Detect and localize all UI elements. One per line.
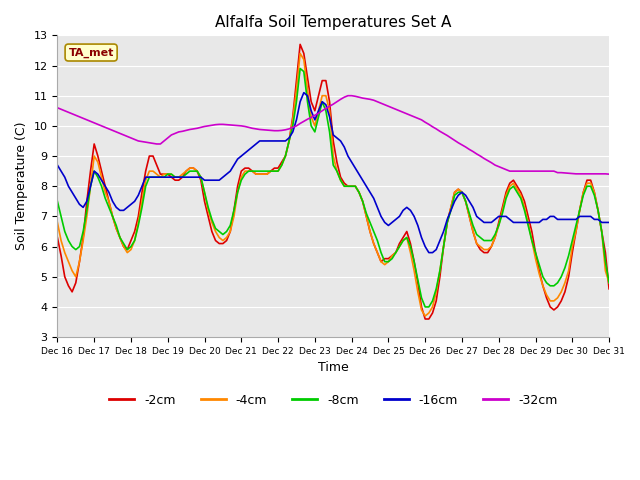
X-axis label: Time: Time xyxy=(318,361,349,374)
Y-axis label: Soil Temperature (C): Soil Temperature (C) xyxy=(15,122,28,251)
Title: Alfalfa Soil Temperatures Set A: Alfalfa Soil Temperatures Set A xyxy=(215,15,451,30)
Legend: -2cm, -4cm, -8cm, -16cm, -32cm: -2cm, -4cm, -8cm, -16cm, -32cm xyxy=(104,389,563,412)
Text: TA_met: TA_met xyxy=(68,48,114,58)
